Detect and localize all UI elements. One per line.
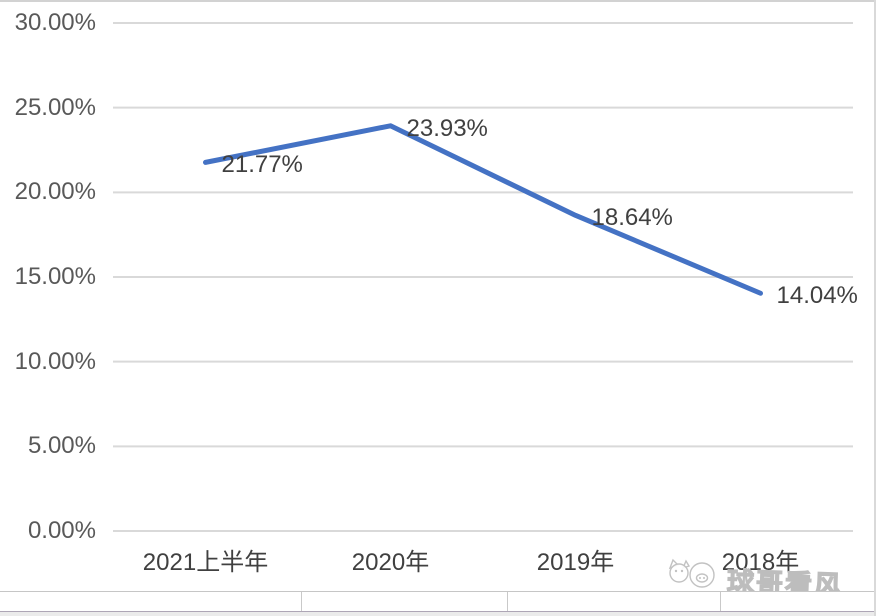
data-point-label: 21.77%	[221, 151, 303, 179]
y-tick-label: 20.00%	[14, 178, 96, 206]
x-axis-label: 2020年	[351, 549, 430, 576]
spreadsheet-row	[0, 591, 876, 611]
table-cell	[721, 592, 876, 611]
data-point-label: 18.64%	[591, 204, 673, 232]
x-axis-label: 2018年	[721, 549, 800, 576]
data-point-label: 23.93%	[406, 114, 488, 142]
y-tick-label: 5.00%	[27, 432, 96, 460]
data-point-label: 14.04%	[776, 282, 858, 310]
y-tick-label: 10.00%	[14, 347, 96, 375]
table-cell	[508, 592, 721, 611]
y-tick-label: 15.00%	[14, 263, 96, 290]
x-axis-label: 2021上半年	[142, 549, 269, 576]
series-line	[203, 123, 763, 296]
x-axis-label: 2019年	[536, 549, 615, 576]
top-border-line	[0, 0, 876, 2]
table-cell	[302, 592, 508, 611]
right-border-line	[874, 0, 876, 616]
y-tick-label: 0.00%	[27, 517, 96, 544]
y-tick-label: 25.00%	[14, 93, 96, 121]
bottom-strip	[0, 611, 876, 616]
y-tick-label: 30.00%	[14, 9, 96, 36]
table-cell	[0, 592, 302, 611]
